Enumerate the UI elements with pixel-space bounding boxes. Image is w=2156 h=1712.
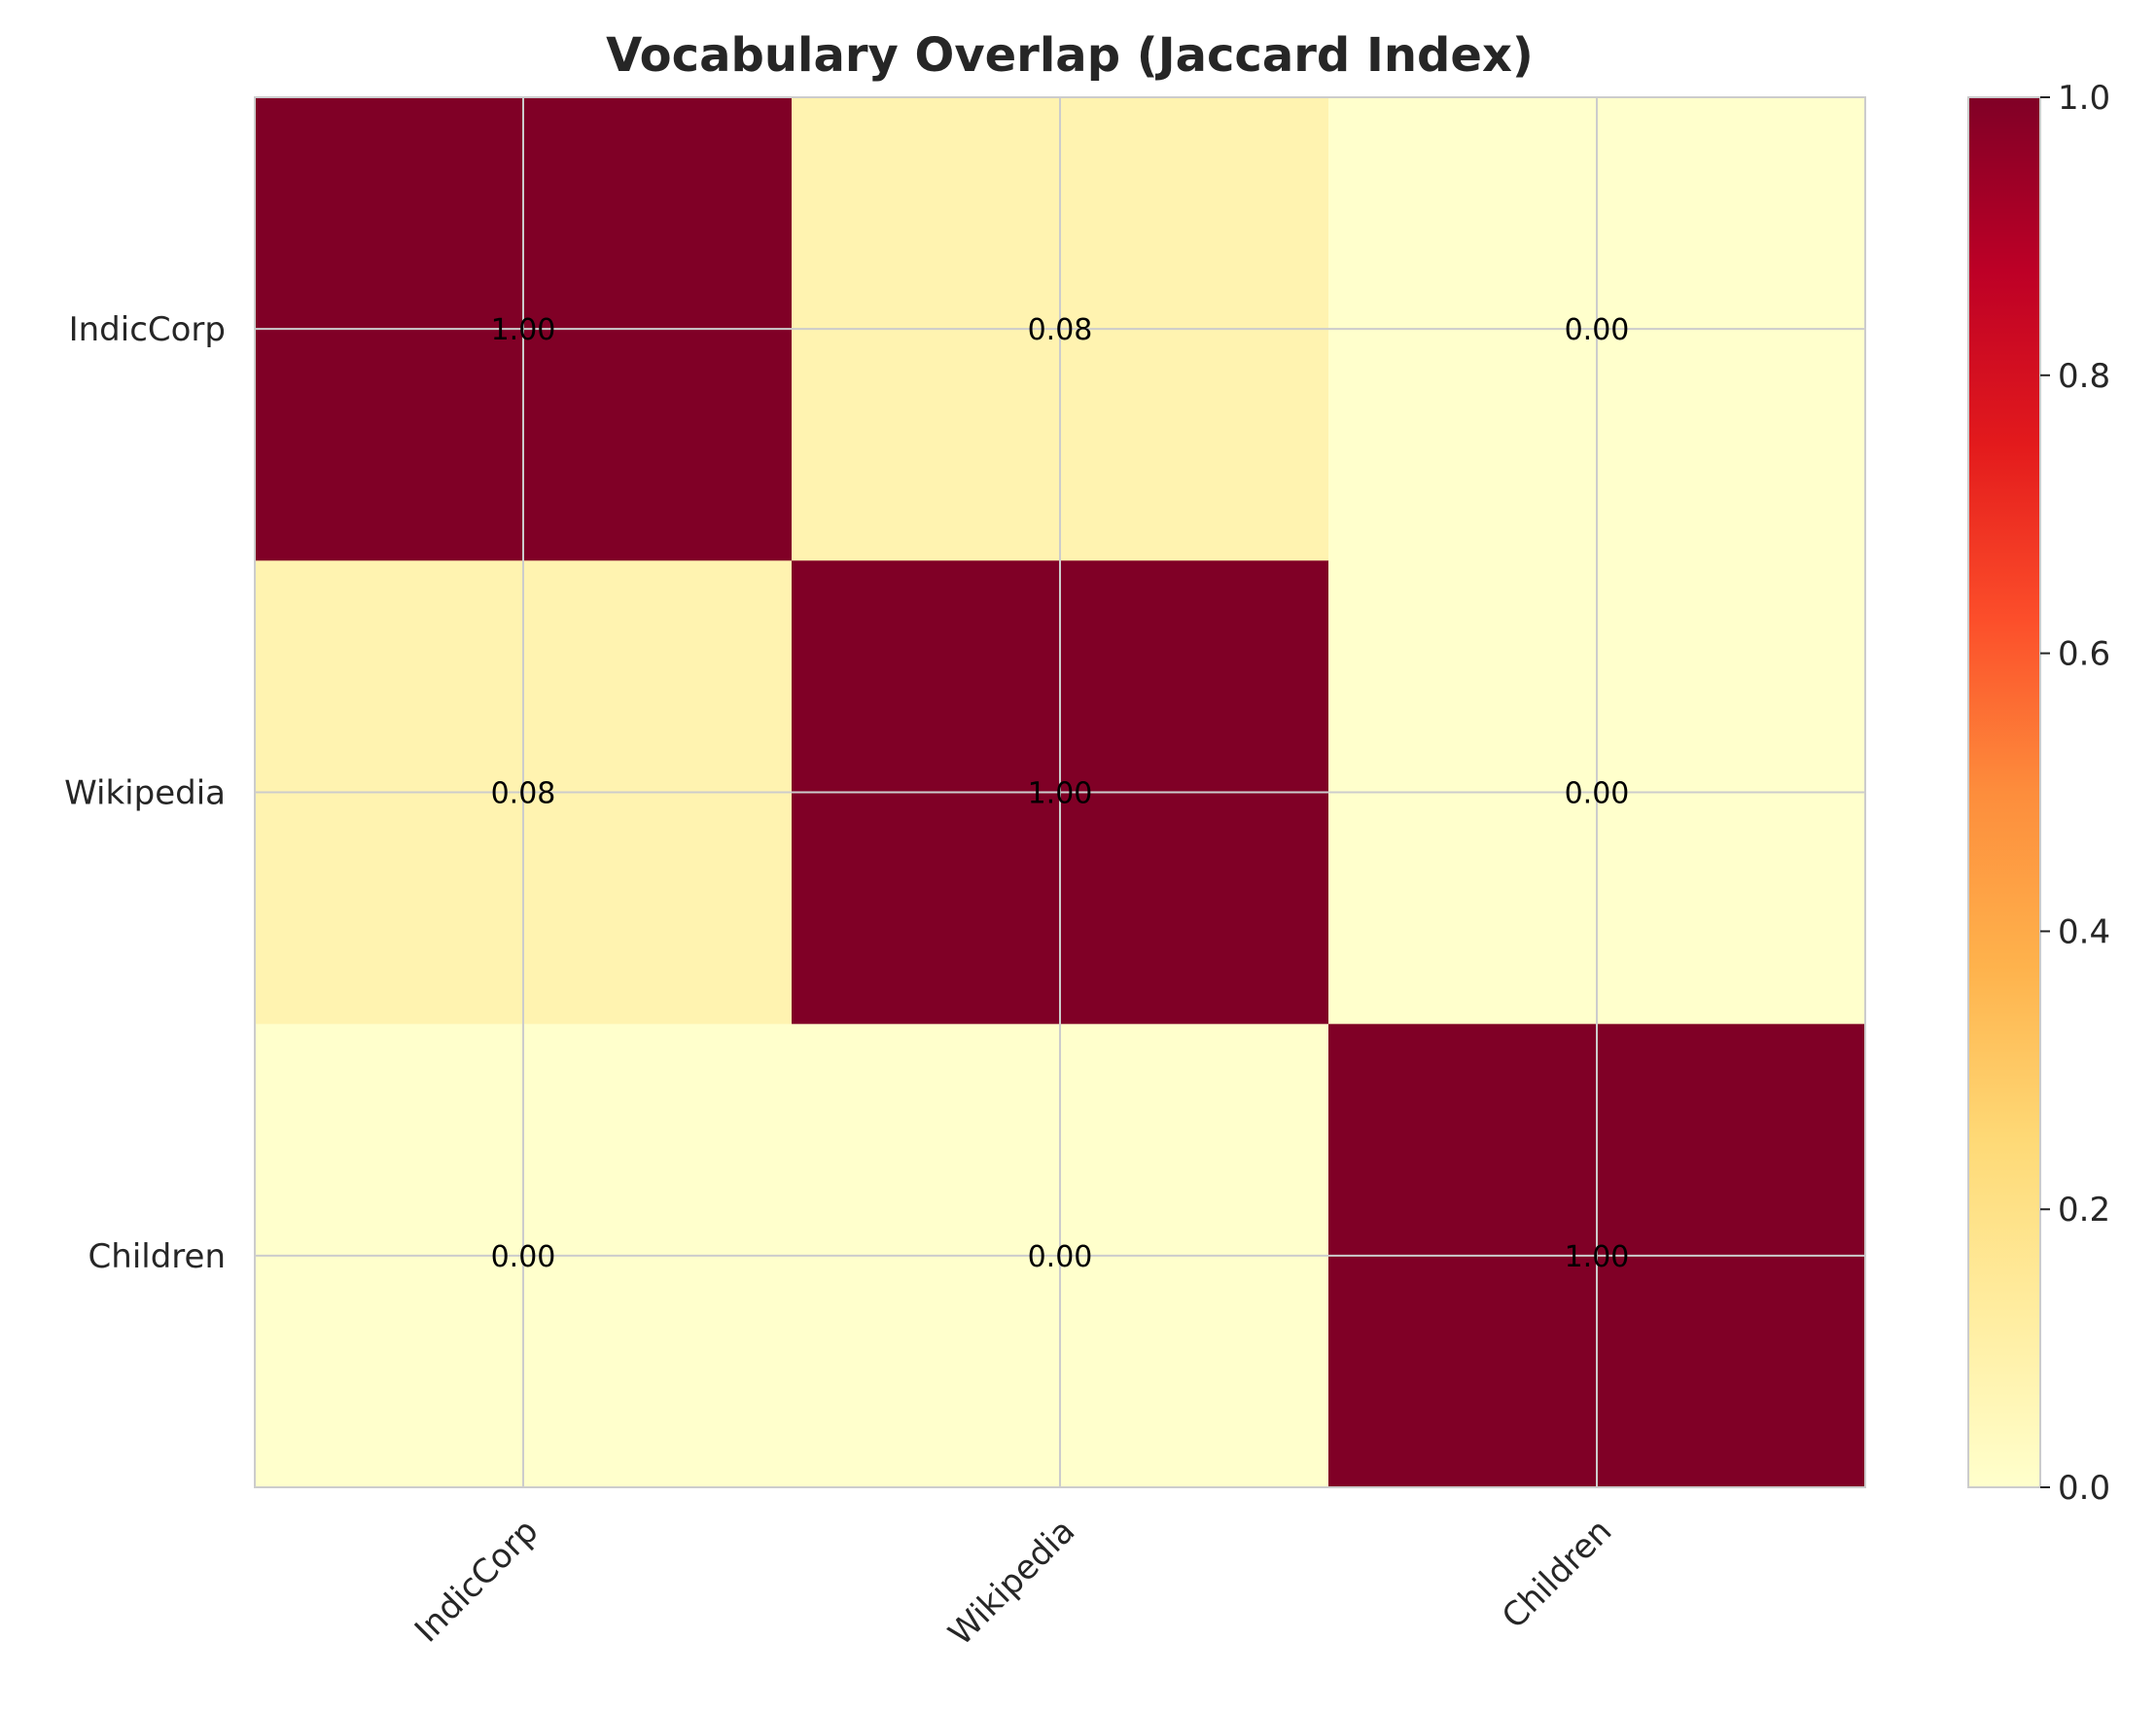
y-tick-label: Children: [88, 1237, 226, 1276]
x-axis-ticks: IndicCorp Wikipedia Children: [407, 1512, 1619, 1654]
y-axis-ticks: IndicCorp Wikipedia Children: [64, 310, 226, 1276]
colorbar-tick-label: 1.0: [2058, 79, 2110, 118]
cell-value-label: 1.00: [1565, 1240, 1630, 1274]
cell-value-label: 0.00: [1028, 1240, 1093, 1274]
colorbar-tick-label: 0.0: [2058, 1469, 2110, 1508]
y-tick-label: Wikipedia: [64, 774, 226, 813]
grid-lines: [255, 97, 1865, 1487]
x-tick-label: Wikipedia: [941, 1512, 1083, 1654]
cell-value-label: 0.08: [1028, 313, 1093, 347]
cell-value-label: 0.00: [491, 1240, 556, 1274]
y-tick-label: IndicCorp: [69, 310, 226, 349]
cell-value-label: 1.00: [1028, 777, 1093, 811]
colorbar: [1967, 96, 2041, 1488]
colorbar-ticks: 0.0 0.2 0.4 0.6 0.8 1.0: [2040, 79, 2110, 1508]
x-tick-label: Children: [1495, 1512, 1619, 1636]
cell-value-label: 0.00: [1565, 313, 1630, 347]
colorbar-tick-label: 0.6: [2058, 635, 2110, 674]
cell-value-label: 0.08: [491, 777, 556, 811]
chart-title: Vocabulary Overlap (Jaccard Index): [606, 28, 1534, 83]
plot-frame: [254, 96, 1866, 1488]
cell-value-label: 0.00: [1565, 777, 1630, 811]
cell-value-labels: 1.00 0.08 0.00 0.08 1.00 0.00 0.00 0.00 1.00: [491, 313, 1630, 1274]
colorbar-tick-label: 0.8: [2058, 357, 2110, 396]
colorbar-tick-label: 0.4: [2058, 912, 2110, 951]
x-tick-label: IndicCorp: [407, 1512, 546, 1650]
cell-value-label: 1.00: [491, 313, 556, 347]
colorbar-tick-label: 0.2: [2058, 1191, 2110, 1230]
